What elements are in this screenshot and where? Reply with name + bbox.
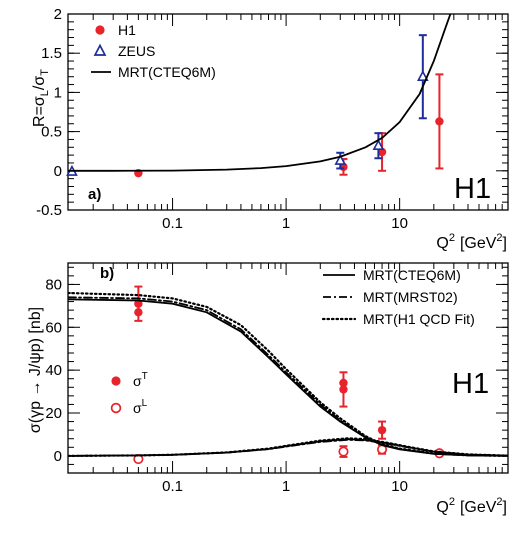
panel-b-y-axis-title: σ(γp → J/ψp) [nb]	[27, 307, 44, 433]
panel-a-y-sub-l: L	[39, 90, 51, 96]
legend-b-cteq6m-label: MRT(CTEQ6M)	[363, 267, 461, 283]
legend-mrt-cteq6m-label: MRT(CTEQ6M)	[118, 64, 216, 80]
panel-b-legend-curves: MRT(CTEQ6M) MRT(MRST02) MRT(H1 QCD Fit)	[321, 267, 475, 327]
panel-a-legend: H1 ZEUS MRT(CTEQ6M)	[91, 22, 216, 80]
y-tick-label: 80	[45, 276, 62, 293]
legend-sigma-t-marker	[111, 376, 121, 386]
curve-mrt-h1-qcd-fit--1	[68, 437, 508, 457]
panel-a-x-axis-title: Q2 [GeV2]	[436, 232, 507, 252]
x-tick-label: 0.1	[162, 215, 183, 232]
legend-h1-dot	[95, 25, 105, 35]
legend-b-h1qcd-label: MRT(H1 QCD Fit)	[363, 311, 475, 327]
x-tick-label: 1	[282, 478, 290, 495]
legend-h1-label: H1	[118, 22, 136, 38]
x-tick-label: 10	[391, 215, 408, 232]
x-tick-label: 0.1	[162, 478, 183, 495]
point-zeus	[334, 153, 347, 165]
x-tick-label: 10	[391, 478, 408, 495]
panel-b-x-close: ]	[503, 499, 507, 516]
legend-b-mrst02-label: MRT(MRST02)	[363, 289, 458, 305]
panel-a-x-q-sup: 2	[449, 232, 455, 244]
y-tick-label: 20	[45, 405, 62, 422]
y-tick-label: 40	[45, 362, 62, 379]
legend-sigma-l-sigma: σ	[133, 400, 142, 416]
panel-b-x-q: Q	[436, 499, 448, 516]
legend-zeus-triangle	[93, 43, 107, 56]
legend-sigma-l-label: σL	[133, 398, 148, 416]
y-tick-label: 0	[54, 163, 62, 180]
point--l	[338, 446, 349, 457]
panel-b-tag: b)	[100, 265, 114, 282]
panel-a-plot-area	[66, 14, 452, 178]
point--t	[134, 308, 143, 317]
panel-a: 0.1 1 10-0.500.511.52 a) H1 R=σL/σT Q2 [GeV…	[31, 6, 509, 252]
point-zeus	[372, 139, 385, 151]
point--t	[339, 385, 348, 394]
curve-mrt-cteq6m--0	[68, 14, 452, 172]
panel-a-y-slash: /σ	[31, 76, 48, 90]
y-tick-label: 1	[54, 84, 62, 101]
panel-b-watermark: H1	[452, 368, 489, 400]
legend-sigma-t-sigma: σ	[133, 373, 142, 389]
panel-a-y-sub-t: T	[39, 69, 51, 76]
y-tick-label: 0	[54, 448, 62, 465]
panel-a-x-close: ]	[503, 235, 507, 252]
y-tick-label: -0.5	[36, 202, 62, 219]
y-tick-label: 0.5	[41, 124, 62, 141]
x-tick-label: 1	[282, 215, 290, 232]
point--t	[377, 425, 387, 435]
legend-sigma-l-marker	[110, 402, 122, 414]
point-h1	[435, 117, 444, 126]
panel-b-plot-area	[68, 285, 508, 465]
y-tick-label: 1.5	[41, 45, 62, 62]
panel-a-x-unit-sup: 2	[496, 232, 502, 244]
panel-a-x-q: Q	[436, 235, 448, 252]
panel-b-x-axis-title: Q2 [GeV2]	[436, 496, 507, 516]
point--t	[339, 378, 348, 388]
legend-zeus-label: ZEUS	[118, 43, 155, 59]
legend-zeus-marker	[93, 43, 107, 56]
panel-b-frame	[67, 262, 509, 474]
panel-a-x-unit: [GeV	[460, 235, 497, 252]
panel-a-ticks: 0.1 1 10 -0.5 0 0.5 1 1.5 2	[36, 6, 509, 232]
y-tick-label: 60	[45, 319, 62, 336]
panel-a-y-axis-title: R=σL/σT	[31, 69, 51, 127]
panel-a-frame	[67, 13, 509, 211]
panel-a-watermark: H1	[454, 173, 491, 205]
legend-h1-marker	[95, 25, 105, 35]
point--t	[134, 299, 143, 308]
curve-mrt-h1-qcd-fit--0	[68, 291, 508, 457]
legend-sigma-t-sup: T	[142, 371, 148, 382]
legend-sigma-l-sup: L	[142, 398, 148, 409]
y-tick-label: 2	[54, 6, 62, 23]
panel-b-legend-points: σT σL	[110, 371, 148, 416]
legend-sigma-t-label: σT	[133, 371, 148, 389]
point-zeus	[416, 70, 429, 82]
panel-b-x-unit: [GeV	[460, 499, 497, 516]
panel-a-y-r: R=σ	[31, 96, 48, 127]
panel-a-tag: a)	[88, 186, 101, 203]
panel-b-x-q-sup: 2	[449, 496, 455, 508]
panel-b-x-unit-sup: 2	[496, 496, 502, 508]
